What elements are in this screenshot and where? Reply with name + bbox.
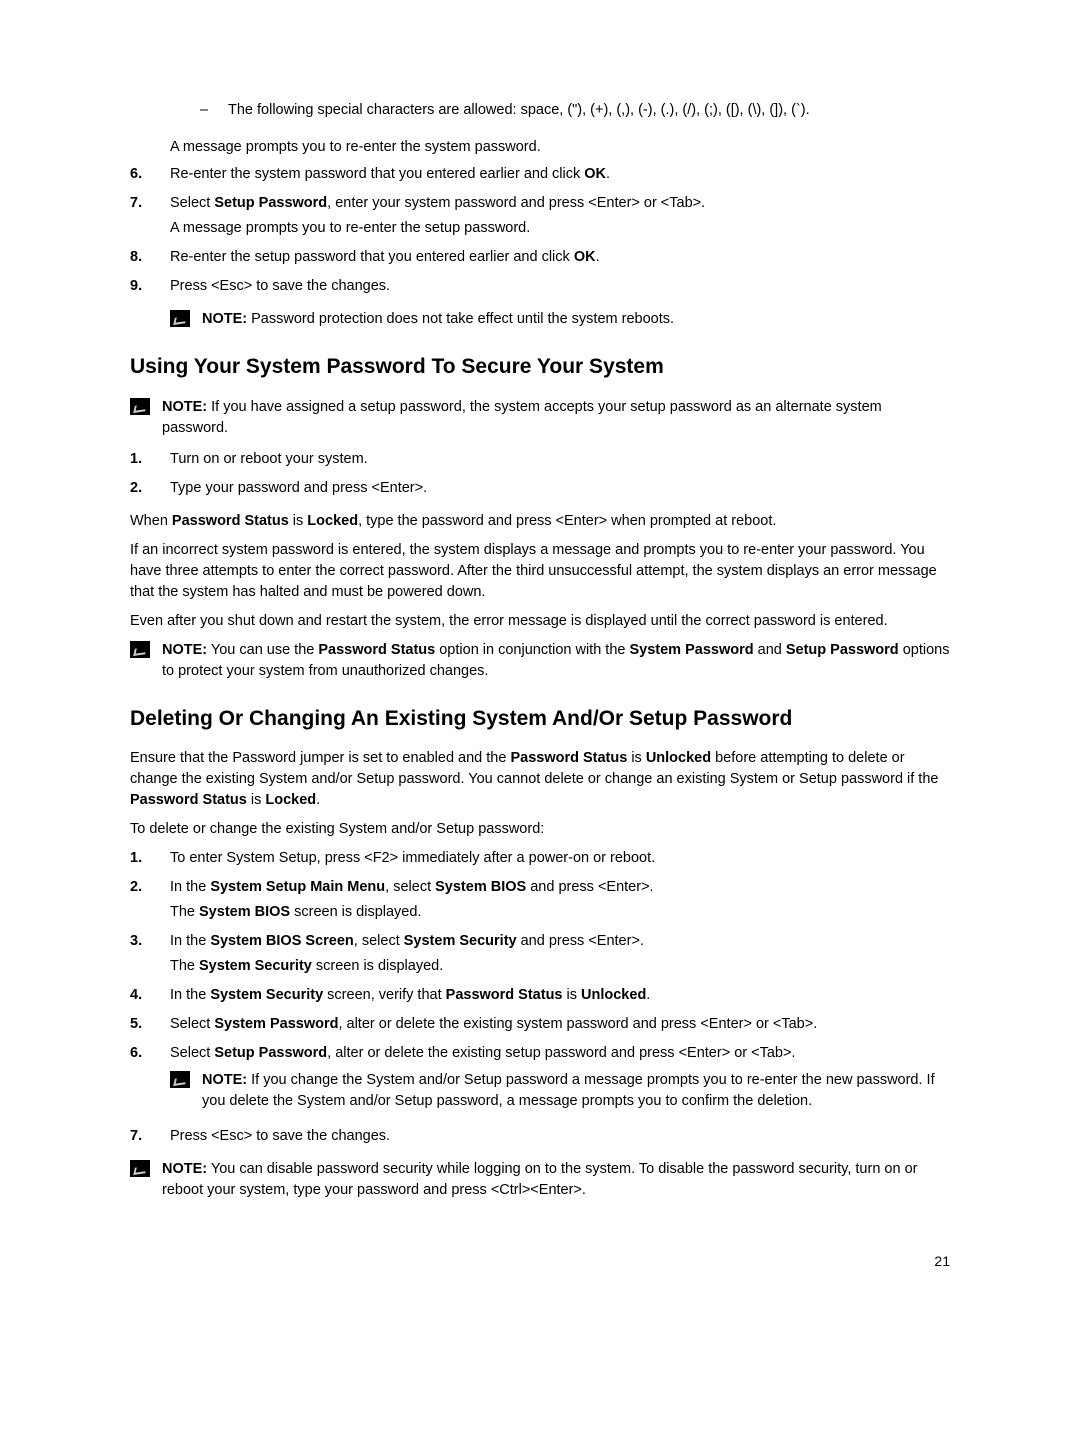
continuation-para: A message prompts you to re-enter the sy… [170, 137, 950, 158]
section-heading: Deleting Or Changing An Existing System … [130, 704, 950, 734]
numbered-step: 9.Press <Esc> to save the changes. [130, 276, 950, 301]
numbered-step: 6.Re-enter the system password that you … [130, 164, 950, 189]
step-line: To enter System Setup, press <F2> immedi… [170, 848, 950, 869]
step-number: 2. [130, 478, 170, 503]
numbered-step: 4.In the System Security screen, verify … [130, 985, 950, 1010]
step-number: 4. [130, 985, 170, 1010]
note-text: NOTE: You can disable password security … [162, 1159, 950, 1201]
step-content: Turn on or reboot your system. [170, 449, 950, 474]
sub-bullet-item: – The following special characters are a… [200, 100, 950, 121]
note-block: NOTE: You can use the Password Status op… [130, 640, 950, 682]
step-line: In the System Setup Main Menu, select Sy… [170, 877, 950, 898]
body-para: Ensure that the Password jumper is set t… [130, 748, 950, 811]
note-icon [170, 1071, 190, 1088]
numbered-step: 2.In the System Setup Main Menu, select … [130, 877, 950, 927]
step-content: To enter System Setup, press <F2> immedi… [170, 848, 950, 873]
step-number: 2. [130, 877, 170, 927]
body-para: To delete or change the existing System … [130, 819, 950, 840]
section-heading: Using Your System Password To Secure You… [130, 352, 950, 382]
step-content: Type your password and press <Enter>. [170, 478, 950, 503]
numbered-step: 1.Turn on or reboot your system. [130, 449, 950, 474]
note-icon [130, 398, 150, 415]
numbered-step: 8.Re-enter the setup password that you e… [130, 247, 950, 272]
step-content: In the System BIOS Screen, select System… [170, 931, 950, 981]
steps-mid-list: 1.Turn on or reboot your system.2.Type y… [130, 449, 950, 503]
body-para: Even after you shut down and restart the… [130, 611, 950, 632]
step-number: 3. [130, 931, 170, 981]
step-number: 6. [130, 1043, 170, 1122]
numbered-step: 5.Select System Password, alter or delet… [130, 1014, 950, 1039]
step-number: 5. [130, 1014, 170, 1039]
step-line: A message prompts you to re-enter the se… [170, 218, 950, 239]
step-line: Re-enter the setup password that you ent… [170, 247, 950, 268]
body-para: When Password Status is Locked, type the… [130, 511, 950, 532]
step-content: In the System Setup Main Menu, select Sy… [170, 877, 950, 927]
note-text: NOTE: If you change the System and/or Se… [202, 1070, 950, 1112]
step-line: Select Setup Password, enter your system… [170, 193, 950, 214]
step-line: Press <Esc> to save the changes. [170, 1126, 950, 1147]
step-number: 6. [130, 164, 170, 189]
numbered-step: 6.Select Setup Password, alter or delete… [130, 1043, 950, 1122]
numbered-step: 7.Select Setup Password, enter your syst… [130, 193, 950, 243]
note-icon [170, 310, 190, 327]
step-line: Re-enter the system password that you en… [170, 164, 950, 185]
note-block: NOTE: You can disable password security … [130, 1159, 950, 1201]
note-block: NOTE: If you have assigned a setup passw… [130, 397, 950, 439]
numbered-step: 3.In the System BIOS Screen, select Syst… [130, 931, 950, 981]
step-content: Select Setup Password, alter or delete t… [170, 1043, 950, 1122]
step-content: In the System Security screen, verify th… [170, 985, 950, 1010]
step-number: 1. [130, 848, 170, 873]
page-number: 21 [130, 1251, 950, 1271]
note-text: NOTE: If you have assigned a setup passw… [162, 397, 950, 439]
step-number: 7. [130, 1126, 170, 1151]
step-line: In the System BIOS Screen, select System… [170, 931, 950, 952]
step-line: Select System Password, alter or delete … [170, 1014, 950, 1035]
numbered-step: 7.Press <Esc> to save the changes. [130, 1126, 950, 1151]
step-content: Press <Esc> to save the changes. [170, 1126, 950, 1151]
sub-bullet-text: The following special characters are all… [228, 100, 810, 121]
step-content: Press <Esc> to save the changes. [170, 276, 950, 301]
steps-bot-list: 1.To enter System Setup, press <F2> imme… [130, 848, 950, 1151]
step-content: Re-enter the setup password that you ent… [170, 247, 950, 272]
step-content: Select Setup Password, enter your system… [170, 193, 950, 243]
steps-top-list: 6.Re-enter the system password that you … [130, 164, 950, 301]
note-block: NOTE: If you change the System and/or Se… [170, 1070, 950, 1112]
step-number: 9. [130, 276, 170, 301]
step-number: 7. [130, 193, 170, 243]
step-line: The System BIOS screen is displayed. [170, 902, 950, 923]
step-line: Select Setup Password, alter or delete t… [170, 1043, 950, 1064]
note-icon [130, 641, 150, 658]
step-line: Type your password and press <Enter>. [170, 478, 950, 499]
step-line: The System Security screen is displayed. [170, 956, 950, 977]
step-number: 1. [130, 449, 170, 474]
step-content: Re-enter the system password that you en… [170, 164, 950, 189]
note-block: NOTE: Password protection does not take … [170, 309, 950, 330]
step-line: In the System Security screen, verify th… [170, 985, 950, 1006]
step-line: Turn on or reboot your system. [170, 449, 950, 470]
numbered-step: 2.Type your password and press <Enter>. [130, 478, 950, 503]
dash-marker: – [200, 100, 228, 121]
body-para: If an incorrect system password is enter… [130, 540, 950, 603]
note-icon [130, 1160, 150, 1177]
note-text: NOTE: Password protection does not take … [202, 309, 950, 330]
note-text: NOTE: You can use the Password Status op… [162, 640, 950, 682]
step-content: Select System Password, alter or delete … [170, 1014, 950, 1039]
step-number: 8. [130, 247, 170, 272]
step-line: Press <Esc> to save the changes. [170, 276, 950, 297]
numbered-step: 1.To enter System Setup, press <F2> imme… [130, 848, 950, 873]
